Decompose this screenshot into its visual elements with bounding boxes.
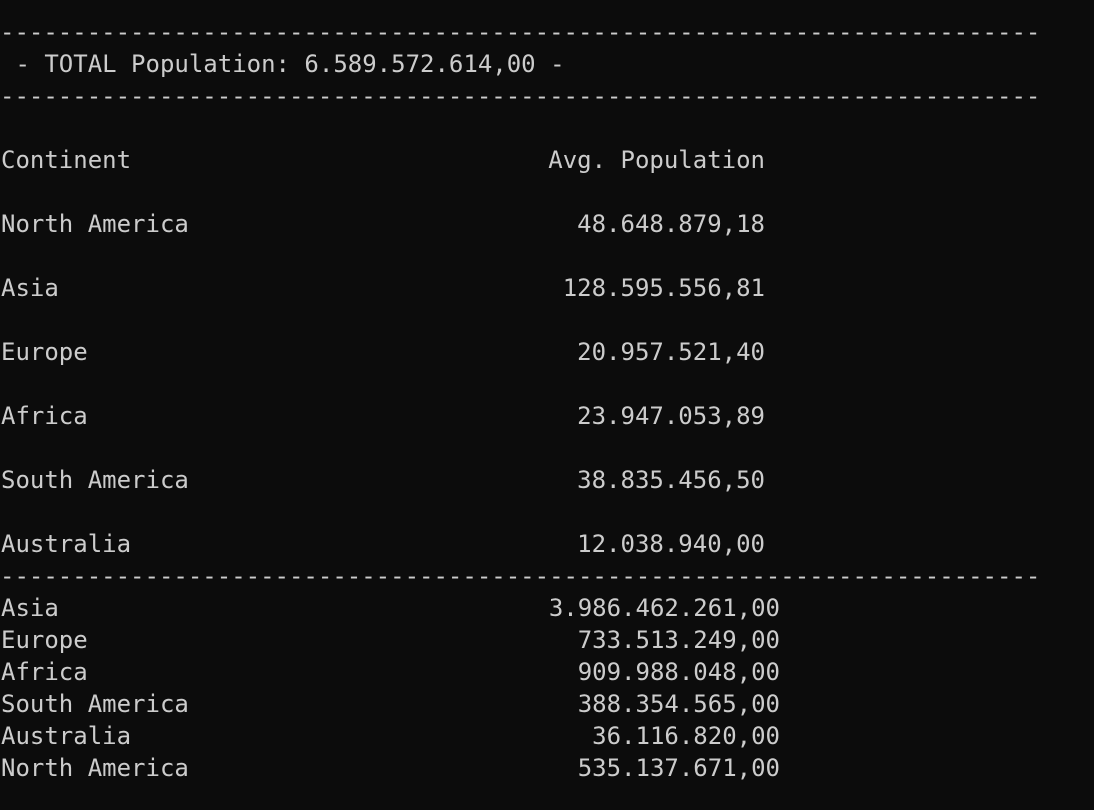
avg-row-value: 128.595.556,81 <box>562 274 765 302</box>
avg-row-continent: North America <box>1 210 189 238</box>
avg-row-value: 20.957.521,40 <box>577 338 765 366</box>
total-row-continent: Europe <box>1 626 88 654</box>
total-row-value: 535.137.671,00 <box>577 754 780 782</box>
total-row-value: 909.988.048,00 <box>577 658 780 686</box>
total-row-value: 733.513.249,00 <box>577 626 780 654</box>
avg-row-continent: Australia <box>1 530 132 558</box>
total-population-line: - TOTAL Population: 6.589.572.614,00 - <box>1 50 565 78</box>
avg-row-continent: South America <box>1 466 189 494</box>
total-row-continent: Africa <box>1 658 88 686</box>
total-row-value: 3.986.462.261,00 <box>548 594 780 622</box>
avg-row-continent: Africa <box>1 402 88 430</box>
separator-line: ----------------------------------------… <box>0 562 1041 590</box>
total-row-value: 388.354.565,00 <box>577 690 780 718</box>
total-row-continent: North America <box>1 754 189 782</box>
total-row-continent: Asia <box>1 594 59 622</box>
separator-line: ----------------------------------------… <box>0 18 1041 46</box>
column-header-continent: Continent <box>1 146 132 174</box>
avg-row-value: 38.835.456,50 <box>577 466 765 494</box>
avg-row-continent: Asia <box>1 274 59 302</box>
total-row-continent: South America <box>1 690 189 718</box>
avg-row-value: 12.038.940,00 <box>577 530 765 558</box>
avg-row-value: 48.648.879,18 <box>577 210 765 238</box>
total-row-continent: Australia <box>1 722 132 750</box>
total-row-value: 36.116.820,00 <box>592 722 780 750</box>
column-header-avg-population: Avg. Population <box>548 146 765 174</box>
avg-row-continent: Europe <box>1 338 88 366</box>
avg-row-value: 23.947.053,89 <box>577 402 765 430</box>
separator-line: ----------------------------------------… <box>0 82 1041 110</box>
